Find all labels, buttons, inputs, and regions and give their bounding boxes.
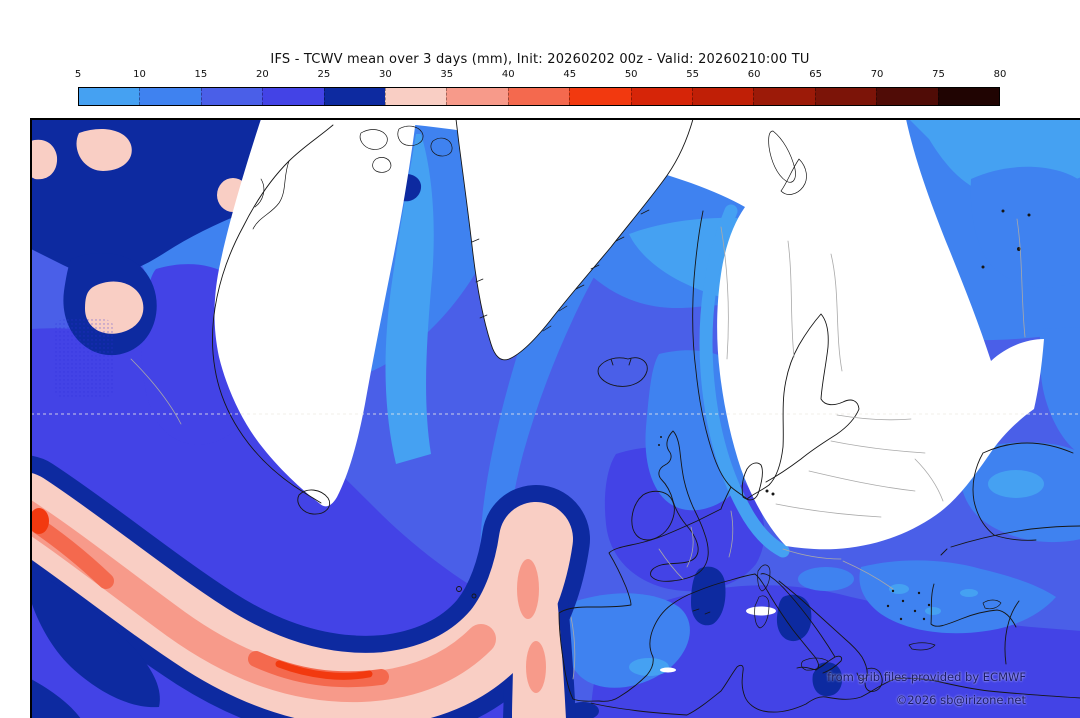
coastlines: [212, 119, 1080, 716]
region-dry-spain-patch: [660, 667, 676, 673]
region-tcwv-30-35-patch: [31, 139, 58, 180]
region-tcwv-35-40-head-core: [526, 641, 546, 693]
region-tcwv-5-10-norway-coastal: [699, 204, 790, 558]
region-tcwv-10-15-right-strip: [1039, 327, 1080, 454]
region-dry-greenland: [456, 119, 693, 360]
coastline-mediterranean-islands: [692, 564, 1002, 671]
tick-label: 15: [194, 69, 208, 80]
coastline-aegean-islands: [886, 589, 931, 621]
coastline-white-sea-novaya-zemlya: [768, 130, 807, 195]
tick-label: 40: [501, 69, 515, 80]
region-tcwv-25-30-south-sicily: [812, 662, 843, 697]
colorbar-segment: [139, 88, 201, 105]
tick-label: 75: [932, 69, 945, 80]
colorbar-segment: [814, 88, 877, 105]
region-tcwv-35-40-head-core: [517, 559, 539, 619]
coastline-scandinavia-baltic: [692, 210, 860, 510]
region-tcwv-30-35-patch: [76, 129, 132, 171]
region-tcwv-10-15-barents-blob: [970, 166, 1080, 288]
page-title: IFS - TCWV mean over 3 days (mm), Init: …: [270, 52, 810, 67]
tick-label: 55: [686, 69, 700, 80]
colorbar-segment: [692, 88, 754, 105]
tick-label: 25: [317, 69, 331, 80]
colorbar-segment: [753, 88, 815, 105]
region-tcwv-5-10-aegean-patch: [889, 584, 909, 594]
region-tcwv-5-10-blacksea-patch: [988, 470, 1044, 498]
colorbar-segment: [630, 88, 693, 105]
tick-label: 20: [256, 69, 269, 80]
tick-label: 80: [993, 69, 1007, 80]
coastline-arctic-islands: [359, 125, 453, 173]
region-tcwv-10-15-adriatic: [798, 567, 854, 591]
stipple-hatching: [53, 319, 115, 399]
region-tcwv-25-30-tyrrhenian: [776, 594, 812, 642]
region-tcwv-25-30-pocket: [31, 679, 81, 718]
region-dry-alps: [746, 606, 776, 616]
map-border: [31, 119, 1080, 718]
coastline-hudson-strait: [252, 160, 290, 230]
colorbar-segment: [385, 88, 447, 105]
coastline-north-africa: [590, 664, 1080, 716]
region-dry-scandinavia-east-europe: [349, 119, 1044, 550]
region-tcwv-45-50-core: [31, 508, 49, 534]
colorbar-segment: [876, 88, 938, 105]
region-tcwv-25-30-westmed: [691, 566, 726, 626]
region-tcwv-45-50-core: [275, 660, 373, 680]
coastline-azores: [456, 586, 477, 599]
tick-label: 45: [563, 69, 577, 80]
colorbar-segment: [569, 88, 631, 105]
tick-label: 5: [74, 69, 82, 80]
region-tcwv-5-10-turkey-patch: [960, 589, 978, 597]
coastline-greenland: [455, 119, 694, 361]
tick-label: 70: [870, 69, 884, 80]
coastline-newfoundland: [297, 489, 331, 515]
colorbar-segment: [446, 88, 508, 105]
coastline-great-britain: [650, 430, 709, 582]
colorbar-segment: [507, 88, 570, 105]
colorbar-segment: [79, 88, 140, 105]
tick-label: 65: [809, 69, 822, 80]
attribution-copyright: ©2026 sb@irizone.net: [895, 692, 1026, 707]
map-canvas: [31, 119, 1080, 718]
attribution-source: from grib files provided by ECMWF: [827, 669, 1026, 684]
coastline-ireland: [631, 490, 675, 541]
tick-label: 50: [624, 69, 638, 80]
country-borders: [130, 218, 1026, 680]
coastline-levant: [1004, 600, 1020, 665]
region-tcwv-25-30-pocket: [31, 571, 160, 708]
tick-label: 30: [378, 69, 392, 80]
coastline-black-sea: [940, 442, 1080, 556]
colorbar-segment: [262, 88, 324, 105]
colorbar-segment: [200, 88, 263, 105]
coastline-greenland-fjords: [471, 209, 650, 332]
coastline-iceland: [597, 357, 648, 387]
region-tcwv-5-10-spain-patch: [629, 658, 669, 676]
tick-label: 60: [747, 69, 761, 80]
colorbar: [78, 87, 1000, 106]
coastline-denmark: [741, 462, 763, 501]
colorbar-segment: [937, 88, 1000, 105]
tick-label: 10: [133, 69, 146, 80]
coastline-labrador: [212, 124, 334, 504]
colorbar-tick-labels: 5 10 15 20 25 30 35 40 45 50 55 60 65 70…: [74, 69, 1007, 83]
map-frame: from grib files provided by ECMWF ©2026 …: [30, 118, 1080, 718]
region-tcwv-5-10-davis-strait: [385, 134, 434, 464]
region-tcwv-5-10-aegean-patch: [925, 607, 941, 615]
coastline-turkey-south: [930, 583, 1017, 628]
tick-label: 35: [440, 69, 454, 80]
colorbar-segment: [323, 88, 386, 105]
